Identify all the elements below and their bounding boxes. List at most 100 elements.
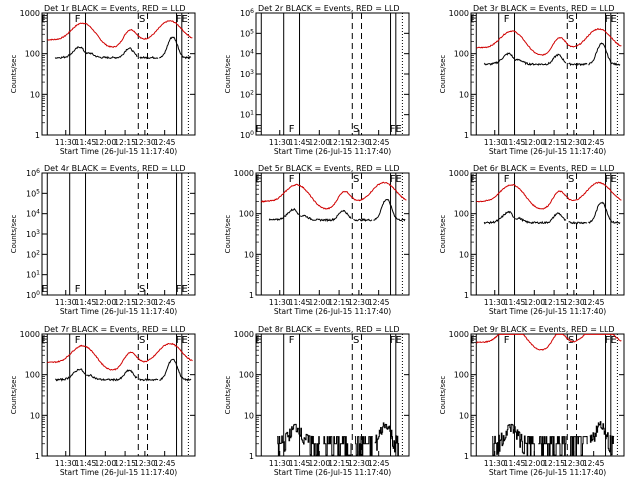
- x-tick-label: 12:15: [114, 459, 136, 468]
- y-tick-label: 105: [240, 28, 254, 38]
- y-tick-label: 1000: [449, 330, 469, 339]
- y-tick-label: 103: [26, 229, 40, 239]
- event-letter-FE: FE: [605, 335, 617, 346]
- y-tick-base: 10: [240, 50, 250, 59]
- plot-frame: [255, 172, 410, 296]
- y-axis-label: Counts/sec: [10, 376, 18, 415]
- x-tick-label: 12:15: [543, 298, 565, 307]
- black-events-series: [589, 421, 615, 456]
- event-letter-E: E: [41, 284, 47, 295]
- event-letter-S: S: [353, 335, 359, 346]
- y-tick-label: 1: [464, 452, 469, 461]
- black-events-series: [568, 62, 588, 67]
- x-axis-label: Start Time (26-Jul-15 11:17:40): [60, 307, 177, 316]
- black-events-series: [483, 210, 515, 225]
- y-tick-label: 10: [30, 411, 40, 420]
- panel-title: Det 4r BLACK = Events, RED = LLD: [44, 164, 186, 173]
- y-tick-label: 1000: [234, 169, 254, 178]
- event-letter-E: E: [255, 174, 261, 185]
- x-tick-label: 12:30: [348, 298, 370, 307]
- event-letter-F: F: [289, 335, 295, 346]
- panel-title: Det 6r BLACK = Events, RED = LLD: [473, 164, 615, 173]
- panel-det3: Det 3r BLACK = Events, RED = LLD 1 10 100 10…: [439, 4, 625, 156]
- y-tick-exponent: 1: [250, 110, 254, 117]
- x-axis-label: Start Time (26-Jul-15 11:17:40): [489, 468, 606, 477]
- black-events-series: [277, 423, 320, 456]
- event-letter-FE: FE: [176, 284, 188, 295]
- event-letter-E: E: [470, 14, 476, 25]
- x-tick-label: 12:45: [368, 459, 390, 468]
- x-tick-label: 11:45: [75, 459, 97, 468]
- x-tick-label: 12:30: [348, 138, 370, 147]
- y-tick-exponent: 5: [250, 28, 254, 35]
- x-tick-label: 12:00: [94, 459, 116, 468]
- y-tick-exponent: 4: [250, 49, 254, 56]
- y-tick-base: 10: [240, 90, 250, 99]
- y-tick-label: 100: [454, 371, 469, 380]
- x-tick-label: 11:45: [289, 298, 311, 307]
- event-letter-FE: FE: [390, 335, 402, 346]
- y-tick-label: 102: [240, 89, 254, 99]
- x-tick-label: 12:15: [328, 459, 350, 468]
- event-letter-FE: FE: [176, 14, 188, 25]
- red-lld-series: [47, 342, 193, 371]
- black-events-series: [538, 436, 567, 456]
- x-tick-label: 12:30: [134, 459, 156, 468]
- y-tick-label: 1: [464, 291, 469, 300]
- event-letter-S: S: [139, 284, 145, 295]
- x-tick-label: 12:00: [523, 298, 545, 307]
- y-axis-label: Counts/sec: [439, 55, 447, 94]
- black-events-series: [588, 201, 621, 225]
- event-letter-F: F: [504, 335, 510, 346]
- y-tick-base: 10: [240, 29, 250, 38]
- black-events-series: [159, 36, 192, 60]
- x-tick-label: 11:45: [504, 459, 526, 468]
- y-tick-exponent: 5: [36, 188, 40, 195]
- y-tick-label: 1000: [449, 9, 469, 18]
- x-tick-label: 12:45: [154, 138, 176, 147]
- y-tick-exponent: 0: [36, 290, 40, 297]
- y-tick-base: 10: [26, 250, 36, 259]
- panel-det4: Det 4r BLACK = Events, RED = LLD10010110…: [10, 164, 196, 316]
- y-tick-label: 100: [454, 50, 469, 59]
- x-tick-label: 12:45: [583, 138, 605, 147]
- y-tick-label: 10: [459, 250, 469, 259]
- event-letter-F: F: [504, 174, 510, 185]
- y-tick-label: 100: [26, 290, 40, 300]
- y-tick-base: 10: [26, 169, 36, 178]
- panel-det1: Det 1r BLACK = Events, RED = LLD 1 10 100 10…: [10, 4, 196, 156]
- y-tick-base: 10: [26, 291, 36, 300]
- x-tick-label: 12:15: [328, 298, 350, 307]
- y-tick-label: 104: [26, 209, 40, 219]
- plot-frame: [470, 12, 625, 136]
- event-letter-E: E: [41, 335, 47, 346]
- black-events-series: [54, 46, 86, 59]
- x-axis-label: Start Time (26-Jul-15 11:17:40): [274, 147, 391, 156]
- y-tick-label: 100: [239, 210, 254, 219]
- x-tick-label: 12:30: [563, 459, 585, 468]
- event-letter-E: E: [255, 335, 261, 346]
- black-events-series: [268, 207, 300, 222]
- y-tick-label: 102: [26, 249, 40, 259]
- x-tick-label: 12:30: [134, 138, 156, 147]
- y-tick-label: 10: [459, 411, 469, 420]
- x-tick-label: 11:45: [289, 459, 311, 468]
- x-tick-label: 12:45: [154, 298, 176, 307]
- y-tick-label: 1000: [449, 169, 469, 178]
- plot-frame: [255, 12, 410, 136]
- black-events-series: [55, 368, 86, 382]
- y-tick-label: 1: [249, 291, 254, 300]
- y-tick-label: 100: [25, 50, 40, 59]
- black-events-series: [159, 358, 192, 382]
- black-events-series: [569, 436, 588, 456]
- x-tick-label: 12:15: [328, 138, 350, 147]
- y-tick-exponent: 6: [36, 168, 40, 175]
- plot-frame: [255, 333, 410, 457]
- y-axis-label: Counts/sec: [224, 215, 232, 254]
- event-letter-S: S: [353, 124, 359, 135]
- black-events-series: [514, 53, 567, 66]
- y-tick-label: 101: [240, 110, 254, 120]
- panel-det9: Det 9r BLACK = Events, RED = LLD 1 10 100 10…: [439, 325, 625, 477]
- event-letter-E: E: [470, 174, 476, 185]
- x-axis-label: Start Time (26-Jul-15 11:17:40): [489, 147, 606, 156]
